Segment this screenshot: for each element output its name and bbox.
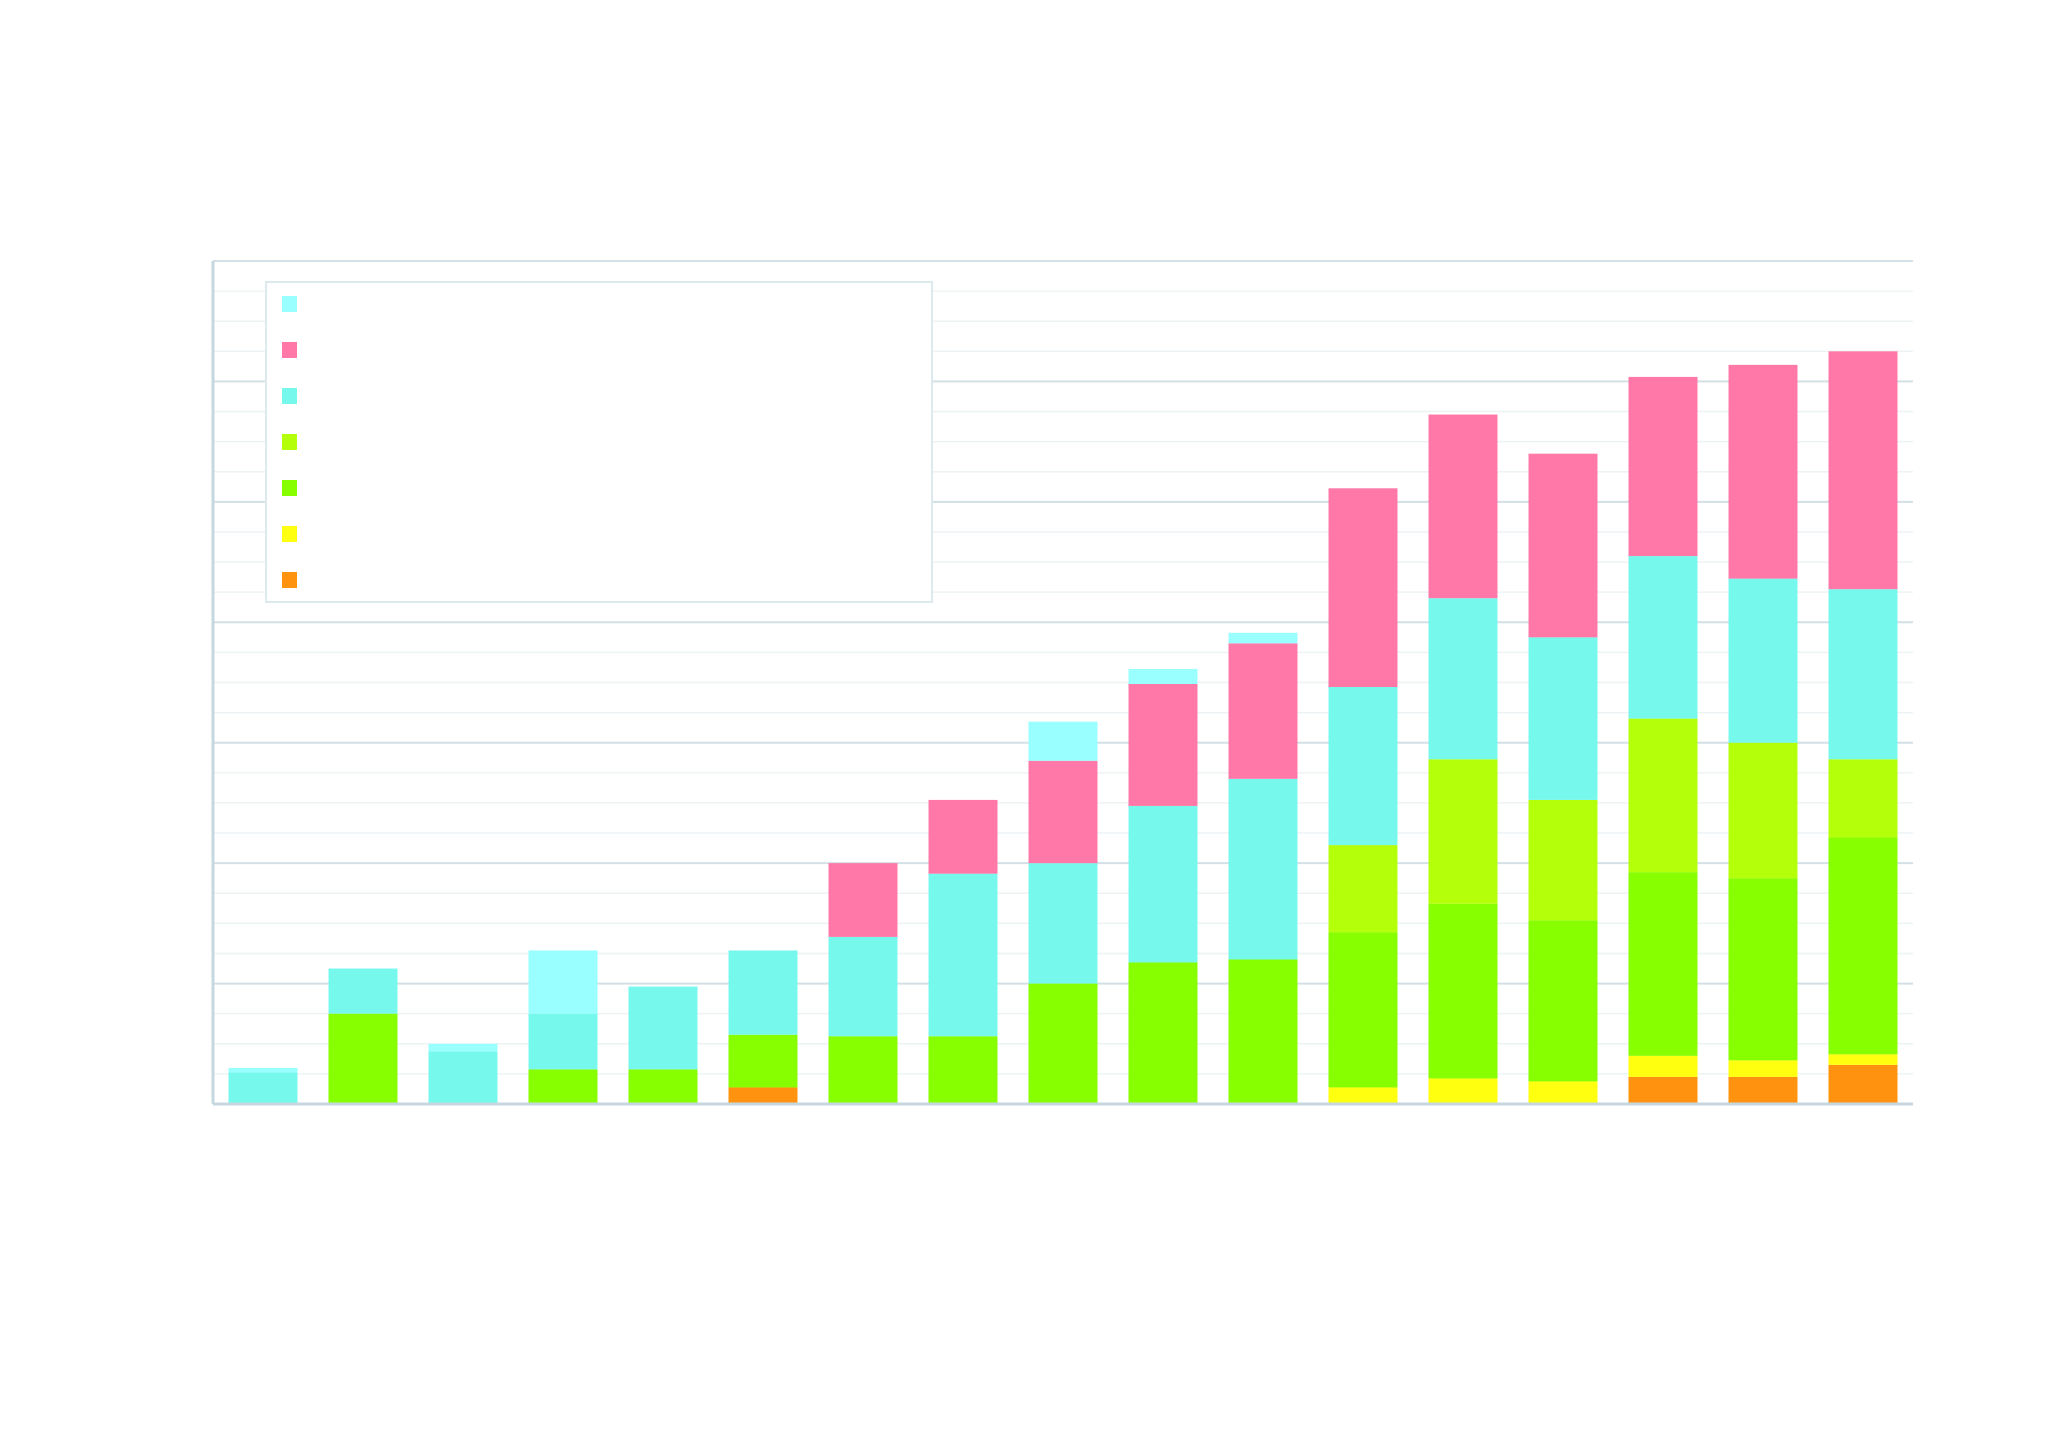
bar-segment xyxy=(1828,589,1898,760)
bar-segment xyxy=(1028,721,1098,761)
bar-segment xyxy=(428,1043,498,1052)
bar-segment xyxy=(1628,376,1698,557)
legend-swatch xyxy=(282,480,297,496)
bar-segment xyxy=(1028,983,1098,1104)
bar-segment xyxy=(528,1013,598,1070)
bar-segment xyxy=(828,936,898,1037)
bar-segment xyxy=(1828,351,1898,590)
bar-segment xyxy=(428,1051,498,1104)
legend-swatch xyxy=(282,572,297,588)
bar-segment xyxy=(1428,759,1498,904)
bar-segment xyxy=(1828,1054,1898,1065)
bar-segment xyxy=(1428,598,1498,760)
axes xyxy=(211,261,1913,1106)
bar-segment xyxy=(1128,684,1198,806)
bar-segment xyxy=(828,863,898,937)
bar-segment xyxy=(328,968,398,1014)
bar-segment xyxy=(1728,578,1798,743)
legend-swatch xyxy=(282,434,297,450)
bar-segment xyxy=(1628,718,1698,873)
bar-segment xyxy=(1128,668,1198,685)
bar-segment xyxy=(1428,903,1498,1079)
bar-segment xyxy=(1728,364,1798,579)
bar-segment xyxy=(1728,1076,1798,1104)
bar-segment xyxy=(728,1034,798,1088)
bar-segment xyxy=(1728,1060,1798,1077)
legend-swatch xyxy=(282,342,297,358)
bar-segment xyxy=(828,1036,898,1104)
bar-segment xyxy=(1828,837,1898,1055)
bar-segment xyxy=(1628,1076,1698,1104)
bar-segment xyxy=(528,1069,598,1104)
bar-segment xyxy=(1528,453,1598,638)
bar-segment xyxy=(1428,414,1498,599)
bar-segment xyxy=(1628,1055,1698,1077)
legend-box xyxy=(265,281,933,603)
bar-segment xyxy=(1328,845,1398,933)
bar-segment xyxy=(1528,1081,1598,1104)
bar-segment xyxy=(1228,959,1298,1104)
bar-segment xyxy=(628,986,698,1070)
bar-segment xyxy=(1528,637,1598,800)
bar-segment xyxy=(228,1072,298,1104)
bar-segment xyxy=(1228,632,1298,644)
bar-segment xyxy=(228,1067,298,1073)
bars xyxy=(228,351,1898,1104)
bar-segment xyxy=(928,799,998,874)
legend-swatch xyxy=(282,526,297,542)
bar-segment xyxy=(1028,760,1098,864)
bar-segment xyxy=(1328,488,1398,688)
bar-segment xyxy=(1728,878,1798,1061)
bar-segment xyxy=(728,950,798,1035)
legend-swatch xyxy=(282,296,297,312)
bar-segment xyxy=(1528,799,1598,921)
bar-segment xyxy=(1828,759,1898,838)
bar-segment xyxy=(1328,687,1398,846)
bar-segment xyxy=(1628,556,1698,719)
bar-segment xyxy=(1228,643,1298,779)
legend xyxy=(265,281,933,603)
bar-segment xyxy=(1628,872,1698,1056)
bar-segment xyxy=(928,873,998,1037)
bar-segment xyxy=(1428,1078,1498,1104)
bar-segment xyxy=(528,950,598,1014)
bar-segment xyxy=(1728,742,1798,879)
bar-segment xyxy=(1328,932,1398,1088)
bar-segment xyxy=(628,1069,698,1104)
bar-segment xyxy=(1128,962,1198,1104)
bar-segment xyxy=(1328,1087,1398,1104)
legend-swatch xyxy=(282,388,297,404)
bar-segment xyxy=(1128,805,1198,963)
bar-segment xyxy=(328,1013,398,1104)
bar-segment xyxy=(1228,778,1298,960)
bar-segment xyxy=(1528,920,1598,1082)
bar-segment xyxy=(728,1087,798,1104)
bar-segment xyxy=(1028,863,1098,984)
bar-segment xyxy=(1828,1064,1898,1104)
bar-segment xyxy=(928,1036,998,1104)
